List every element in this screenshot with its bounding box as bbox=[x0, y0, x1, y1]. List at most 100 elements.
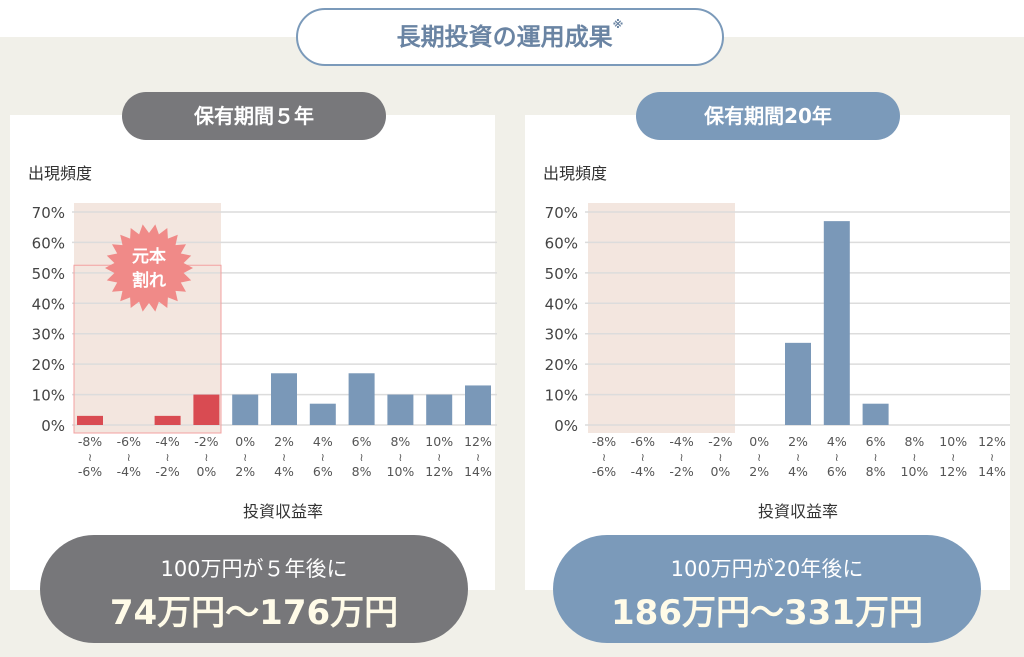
loss-label: 元本 bbox=[132, 246, 166, 267]
x-tick-label: 0% bbox=[235, 434, 255, 449]
x-axis-label: 投資収益率 bbox=[757, 502, 838, 521]
x-tick-tilde: ≀ bbox=[718, 451, 722, 464]
result-range: 74万円〜176万円 bbox=[109, 593, 399, 633]
y-tick-label: 30% bbox=[32, 326, 65, 344]
title-note: ※ bbox=[612, 18, 624, 31]
x-tick-label: 8% bbox=[866, 464, 886, 479]
x-tick-tilde: ≀ bbox=[88, 451, 92, 464]
x-tick-tilde: ≀ bbox=[127, 451, 131, 464]
loss-starburst-icon bbox=[105, 224, 193, 312]
x-tick-tilde: ≀ bbox=[990, 451, 994, 464]
x-tick-label: 6% bbox=[352, 434, 372, 449]
x-tick-tilde: ≀ bbox=[757, 451, 761, 464]
y-tick-label: 50% bbox=[32, 265, 65, 283]
x-tick-label: 10% bbox=[425, 434, 453, 449]
result-caption: 100万円が５年後に bbox=[160, 557, 348, 581]
bar bbox=[309, 403, 336, 425]
y-tick-label: 50% bbox=[545, 265, 578, 283]
y-tick-label: 70% bbox=[32, 204, 65, 222]
result-range: 186万円〜331万円 bbox=[611, 593, 923, 633]
x-tick-label: 10% bbox=[387, 464, 415, 479]
x-tick-tilde: ≀ bbox=[874, 451, 878, 464]
bar bbox=[785, 342, 811, 425]
x-tick-label: -4% bbox=[117, 464, 141, 479]
bar bbox=[426, 394, 453, 425]
y-tick-label: 0% bbox=[554, 417, 578, 435]
x-tick-tilde: ≀ bbox=[680, 451, 684, 464]
y-tick-label: 20% bbox=[545, 356, 578, 374]
x-tick-label: -2% bbox=[708, 434, 732, 449]
y-tick-label: 30% bbox=[545, 326, 578, 344]
x-tick-label: -8% bbox=[78, 434, 102, 449]
x-tick-tilde: ≀ bbox=[641, 451, 645, 464]
loss-label: 割れ bbox=[132, 270, 166, 291]
x-tick-label: -6% bbox=[78, 464, 102, 479]
bar bbox=[154, 415, 181, 425]
title-text: 長期投資の運用成果 bbox=[396, 23, 613, 51]
x-tick-label: 12% bbox=[978, 434, 1006, 449]
x-tick-tilde: ≀ bbox=[912, 451, 916, 464]
heading-5-years: 保有期間５年 bbox=[122, 92, 386, 140]
x-tick-label: 6% bbox=[313, 464, 333, 479]
x-tick-label: 0% bbox=[749, 434, 769, 449]
x-tick-label: -2% bbox=[194, 434, 218, 449]
result-caption: 100万円が20年後に bbox=[670, 557, 864, 581]
result-5-years: 100万円が５年後に 74万円〜176万円 bbox=[40, 535, 468, 643]
bar bbox=[77, 415, 103, 425]
bar bbox=[232, 394, 259, 425]
y-axis-label: 出現頻度 bbox=[543, 164, 608, 183]
x-tick-label: 10% bbox=[939, 434, 967, 449]
y-tick-label: 10% bbox=[545, 387, 578, 405]
bar bbox=[271, 373, 297, 425]
x-tick-label: 4% bbox=[788, 464, 808, 479]
x-tick-label: 8% bbox=[390, 434, 410, 449]
x-tick-tilde: ≀ bbox=[398, 451, 402, 464]
x-tick-label: -4% bbox=[669, 434, 693, 449]
heading-20-years: 保有期間20年 bbox=[636, 92, 900, 140]
x-tick-tilde: ≀ bbox=[835, 451, 839, 464]
y-axis-label: 出現頻度 bbox=[28, 164, 93, 183]
result-20-years: 100万円が20年後に 186万円〜331万円 bbox=[553, 535, 981, 643]
page-title: 長期投資の運用成果※ bbox=[296, 8, 724, 66]
x-tick-tilde: ≀ bbox=[796, 451, 800, 464]
x-tick-label: 8% bbox=[904, 434, 924, 449]
x-tick-tilde: ≀ bbox=[602, 451, 606, 464]
x-tick-label: 8% bbox=[352, 464, 372, 479]
x-tick-label: 12% bbox=[464, 434, 492, 449]
x-tick-label: 12% bbox=[425, 464, 453, 479]
x-tick-tilde: ≀ bbox=[951, 451, 955, 464]
x-tick-label: 2% bbox=[235, 464, 255, 479]
x-tick-tilde: ≀ bbox=[321, 451, 325, 464]
x-tick-label: 10% bbox=[901, 464, 929, 479]
x-tick-label: -2% bbox=[669, 464, 693, 479]
x-tick-label: 2% bbox=[274, 434, 294, 449]
x-axis-label: 投資収益率 bbox=[242, 502, 323, 521]
bar bbox=[348, 373, 375, 425]
y-tick-label: 70% bbox=[545, 204, 578, 222]
y-tick-label: 60% bbox=[32, 234, 65, 252]
y-tick-label: 20% bbox=[32, 356, 65, 374]
y-tick-label: 60% bbox=[545, 234, 578, 252]
x-tick-label: 2% bbox=[788, 434, 808, 449]
y-tick-label: 40% bbox=[32, 295, 65, 313]
x-tick-label: 14% bbox=[978, 464, 1006, 479]
x-tick-label: 2% bbox=[749, 464, 769, 479]
y-tick-label: 40% bbox=[545, 295, 578, 313]
loss-region bbox=[588, 203, 735, 433]
x-tick-label: -2% bbox=[155, 464, 179, 479]
x-tick-label: -8% bbox=[592, 434, 616, 449]
x-tick-label: -6% bbox=[117, 434, 141, 449]
x-tick-label: 4% bbox=[313, 434, 333, 449]
x-tick-label: -4% bbox=[631, 464, 655, 479]
y-tick-label: 0% bbox=[41, 417, 65, 435]
x-tick-label: 12% bbox=[939, 464, 967, 479]
x-tick-label: 6% bbox=[827, 464, 847, 479]
x-tick-tilde: ≀ bbox=[282, 451, 286, 464]
x-tick-label: 0% bbox=[710, 464, 730, 479]
bar bbox=[823, 221, 850, 425]
x-tick-tilde: ≀ bbox=[476, 451, 480, 464]
x-tick-tilde: ≀ bbox=[243, 451, 247, 464]
x-tick-label: -6% bbox=[592, 464, 616, 479]
x-tick-label: 6% bbox=[866, 434, 886, 449]
